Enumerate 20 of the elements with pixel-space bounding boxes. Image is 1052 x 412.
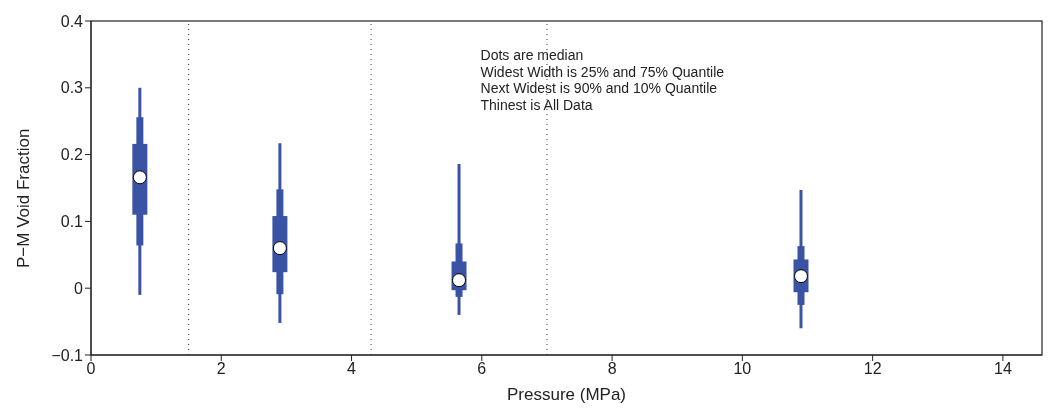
annotation: Thinest is All Data [480,96,593,113]
y-tick-label: 0.2 [60,146,84,164]
annotation: Widest Width is 25% and 75% Quantile [480,63,725,80]
x-tick-label: 4 [347,360,357,378]
x-tick-label: 0 [86,360,96,378]
y-tick-label: 0.4 [60,12,84,30]
x-tick-label: 6 [477,360,487,378]
x-tick-label: 14 [994,360,1012,378]
y-tick-label: 0.3 [60,79,84,97]
x-tick-label: 8 [607,360,617,378]
x-tick-label: 2 [216,360,226,378]
y-tick-label: 0 [74,279,84,297]
annotation: Next Widest is 90% and 10% Quantile [480,80,718,96]
x-tick-label: 10 [733,360,752,378]
x-axis-title: Pressure (MPa) [506,385,627,404]
y-tick-label: −0.1 [51,346,84,364]
x-tick-label: 12 [863,360,882,378]
y-axis-title: P−M Void Fraction [14,128,34,268]
y-tick-label: 0.1 [60,213,84,231]
annotation: Dots are median [480,47,584,63]
